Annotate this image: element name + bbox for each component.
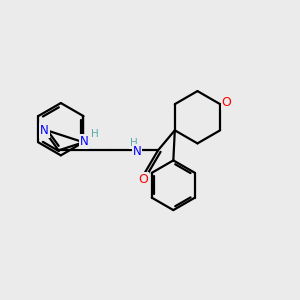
Text: N: N	[133, 145, 141, 158]
Text: H: H	[130, 138, 138, 148]
Text: O: O	[139, 172, 148, 186]
Text: O: O	[222, 96, 232, 109]
Text: H: H	[91, 129, 99, 139]
Text: N: N	[80, 135, 88, 148]
Text: N: N	[40, 124, 49, 137]
